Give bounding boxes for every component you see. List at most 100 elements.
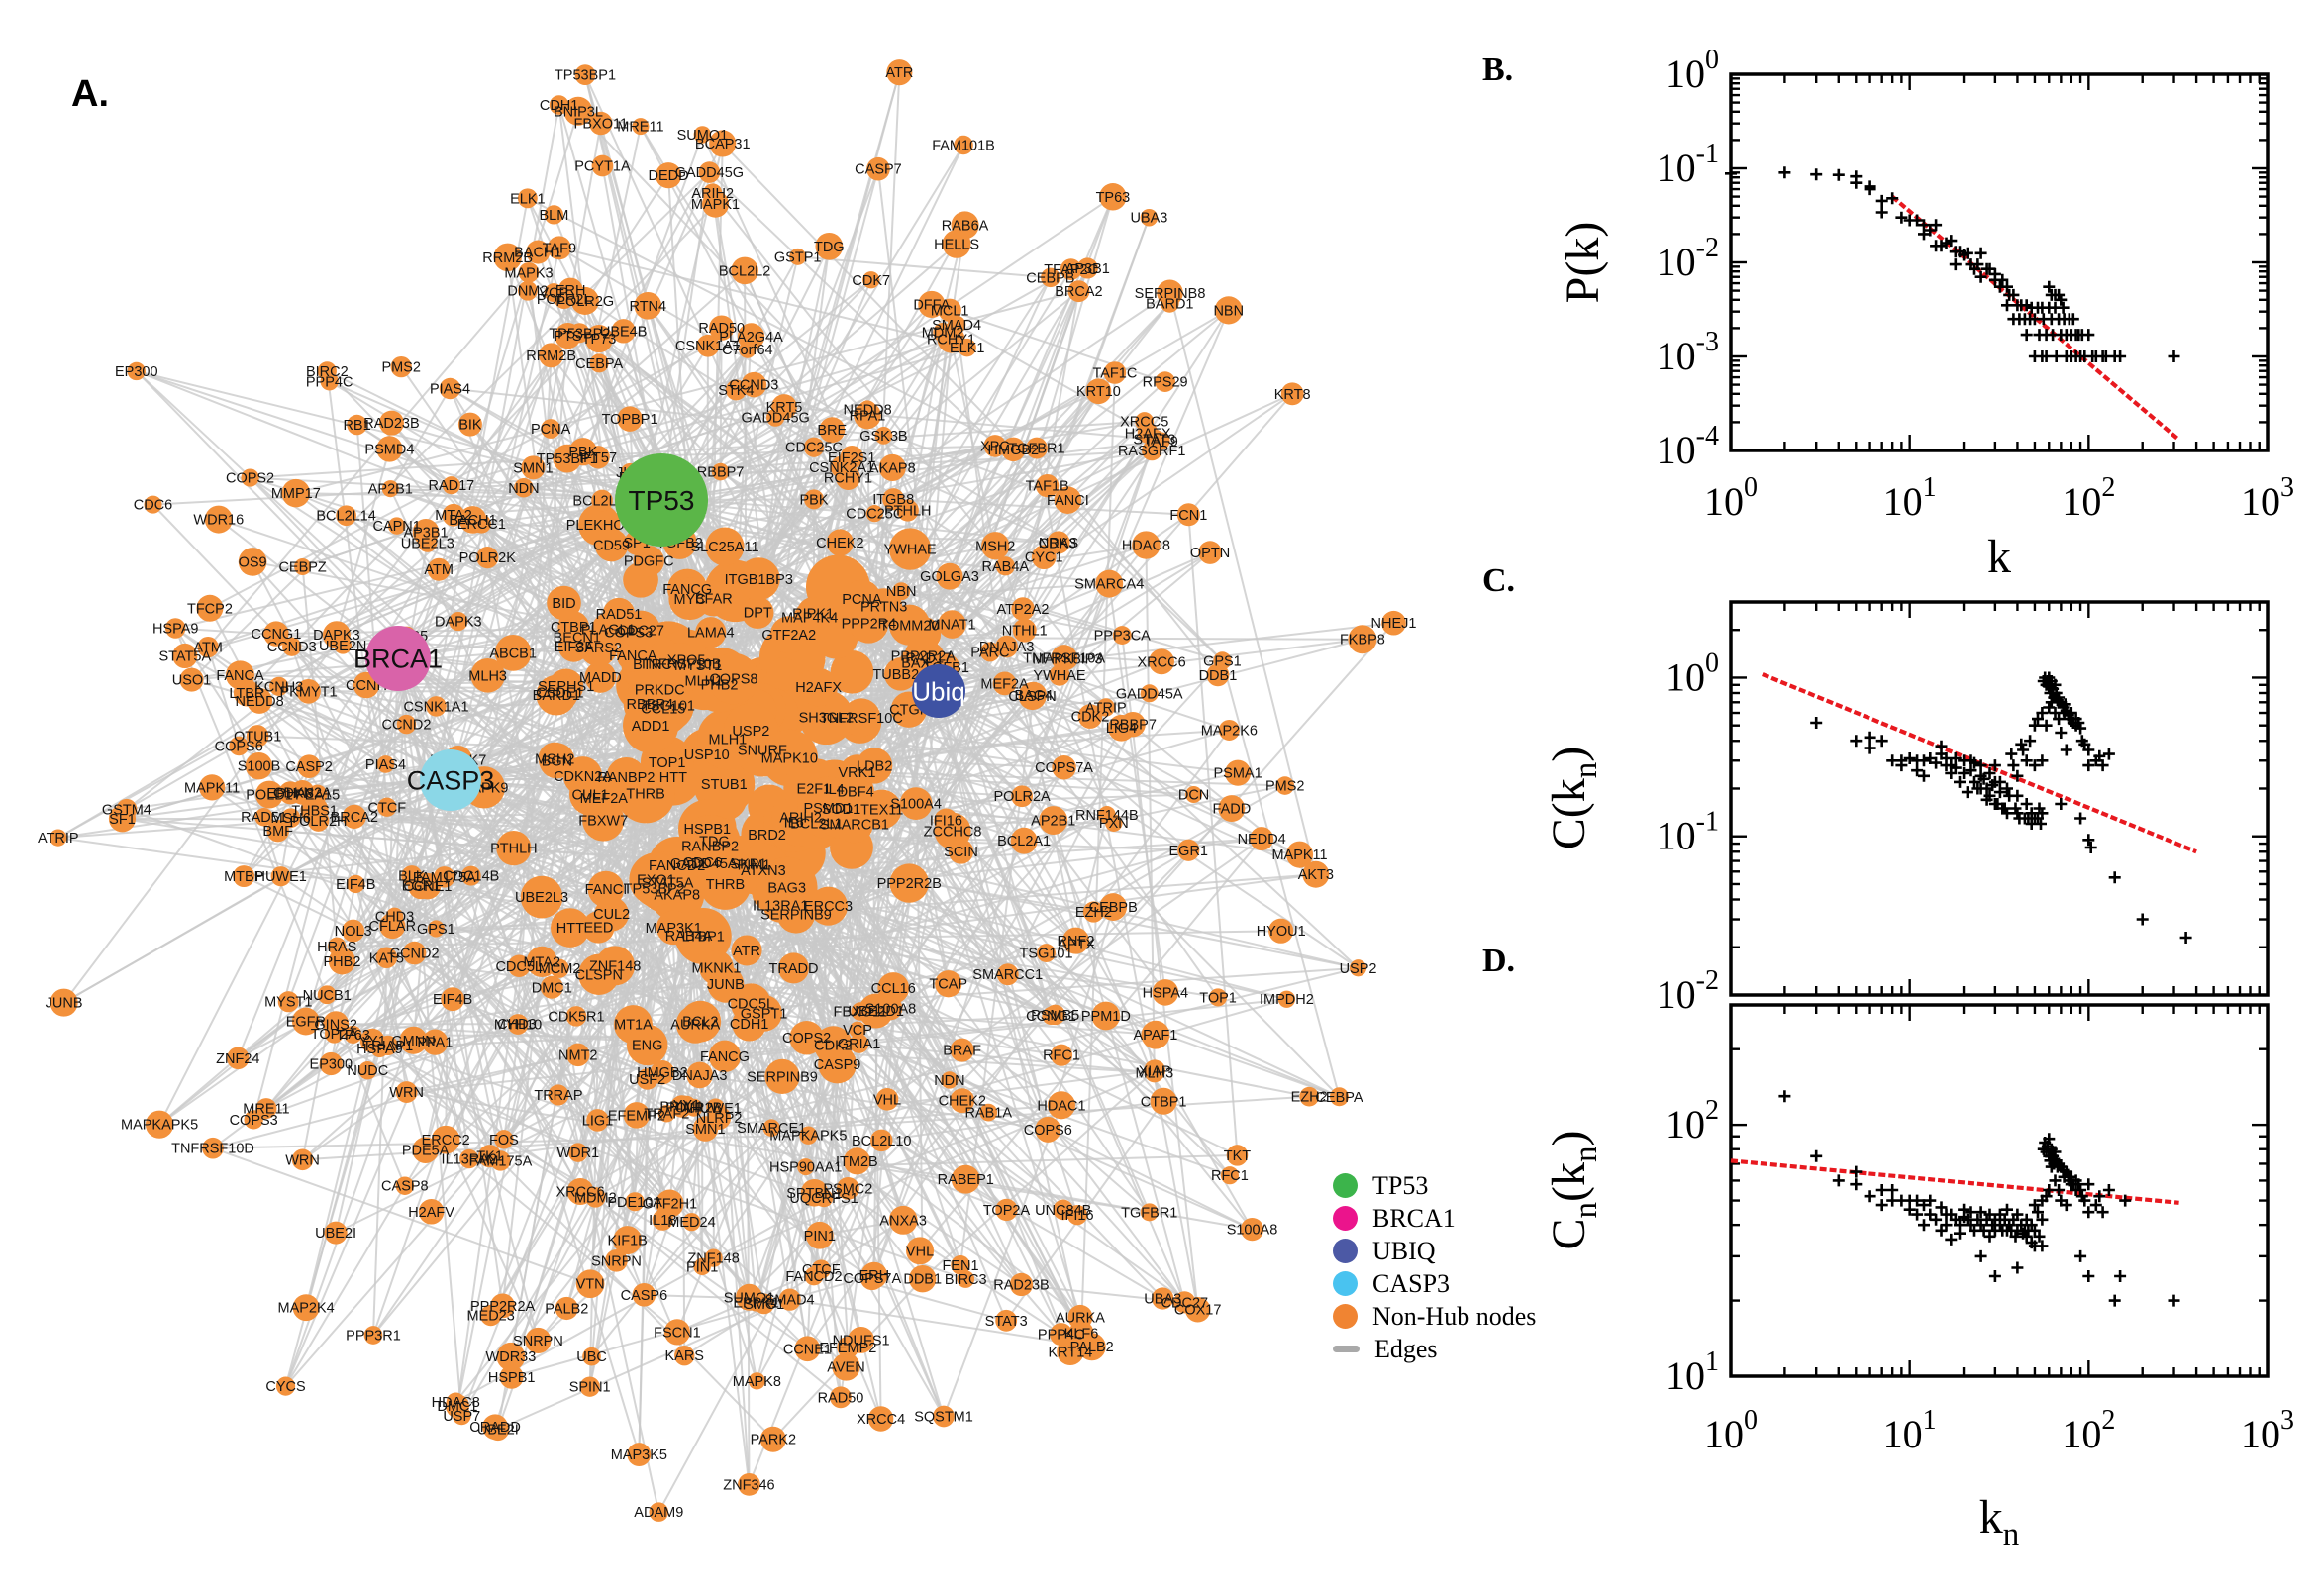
gene-label: WRN xyxy=(285,1152,320,1168)
network-node xyxy=(1012,618,1037,643)
network-node xyxy=(457,412,482,437)
network-node xyxy=(266,820,289,843)
gene-label: RASGRF1 xyxy=(1118,444,1186,459)
network-node xyxy=(731,256,758,285)
network-node xyxy=(1132,531,1161,559)
gene-label: COPS2 xyxy=(226,471,274,487)
gene-label: PPP2R4 xyxy=(842,617,897,633)
network-node xyxy=(698,161,721,183)
network-node xyxy=(1218,795,1246,823)
gene-label: ATRIP xyxy=(1085,700,1127,716)
gene-label: RBBP7 xyxy=(697,465,745,481)
network-node xyxy=(197,636,219,658)
gene-label: XIAP xyxy=(1139,1063,1171,1079)
gene-label: GSTP1 xyxy=(774,249,822,265)
gene-label: EIF3F xyxy=(555,640,594,655)
gene-label: ELK1 xyxy=(950,341,984,356)
gene-label: TSG101 xyxy=(1020,947,1073,962)
gene-label: GADD45A xyxy=(670,856,738,872)
gene-label: RFC1 xyxy=(1043,1048,1080,1064)
gene-label: PPP4C xyxy=(1038,1328,1085,1344)
gene-label: AP2B1 xyxy=(368,482,413,498)
network-node xyxy=(684,1098,703,1117)
network-node xyxy=(957,1270,975,1288)
network-node xyxy=(493,243,522,272)
data-points xyxy=(1810,671,2192,944)
network-node xyxy=(889,863,929,903)
x-tick-label: 100 xyxy=(1704,1405,1758,1456)
network-node xyxy=(693,1257,711,1276)
gene-label: ERCC1 xyxy=(457,517,506,533)
network-node xyxy=(347,874,365,894)
network-node xyxy=(108,805,137,833)
gene-label: IL13RA1 xyxy=(753,898,808,914)
gene-label: NBN xyxy=(1213,303,1244,319)
gene-label: HSPA4 xyxy=(1143,985,1188,1001)
gene-label: PRIM1 xyxy=(659,1099,703,1115)
x-tick-label: 100 xyxy=(1704,472,1758,524)
network-node xyxy=(778,1288,801,1311)
gene-label: COPS6 xyxy=(1024,1123,1072,1139)
gene-label: COPS3 xyxy=(604,626,653,642)
gene-label: DCN xyxy=(1178,788,1209,804)
network-node xyxy=(1042,1006,1060,1026)
gene-label: NUCB1 xyxy=(303,988,352,1004)
gene-label: TFCP2 xyxy=(187,601,233,617)
network-node xyxy=(589,111,613,136)
gene-label: BLK xyxy=(398,869,426,885)
network-node xyxy=(1280,382,1304,406)
network-node xyxy=(1268,918,1294,944)
gene-label: FANCA xyxy=(609,648,657,664)
gene-label: AP3B1 xyxy=(403,525,448,541)
network-node xyxy=(277,991,299,1013)
gene-label: CCNE1 xyxy=(403,879,452,895)
legend-label: BRCA1 xyxy=(1372,1203,1456,1233)
network-node xyxy=(979,1103,998,1122)
gene-label: BARD1 xyxy=(533,688,580,704)
network-node xyxy=(1349,959,1367,977)
network-node xyxy=(1067,280,1090,303)
gene-label: CHD3 xyxy=(497,1017,536,1033)
gene-label: IL13RA2 xyxy=(442,1152,497,1168)
network-node xyxy=(951,1255,970,1275)
network-node xyxy=(655,162,682,189)
gene-label: ELK1 xyxy=(510,191,545,207)
gene-label: HMGB2 xyxy=(988,443,1040,458)
gene-label: LAMA4 xyxy=(687,626,735,642)
gene-label: PIAS4 xyxy=(430,381,470,397)
gene-label: SMARCB1 xyxy=(820,818,889,834)
gene-label: S100B xyxy=(238,759,281,775)
gene-label: NDUFS1 xyxy=(833,1333,890,1348)
network-node xyxy=(709,130,737,157)
network-node xyxy=(1140,208,1159,227)
gene-label: PMS2 xyxy=(381,360,421,376)
gene-label: MEF2A xyxy=(580,791,629,807)
gene-label: PMS2 xyxy=(1265,779,1305,795)
gene-label: FANCD2 xyxy=(649,858,705,874)
network-node xyxy=(280,808,301,829)
network-node xyxy=(358,1061,377,1080)
gene-label: PRKDC xyxy=(635,683,685,699)
gene-label: BRD2 xyxy=(748,828,786,844)
gene-label: CCNE1 xyxy=(783,1342,832,1357)
network-node xyxy=(1135,412,1155,432)
network-node xyxy=(1031,545,1057,570)
gene-label: RAD23B xyxy=(993,1277,1049,1293)
network-node xyxy=(414,872,442,900)
gene-label: S100A4 xyxy=(890,797,942,813)
y-axis-label: Cn(kn) xyxy=(1543,1131,1604,1250)
network-node xyxy=(1011,597,1035,621)
network-node xyxy=(748,1372,765,1390)
network-node xyxy=(291,1007,320,1036)
gene-label: USP7 xyxy=(443,1409,480,1425)
network-node xyxy=(539,343,564,368)
network-node xyxy=(296,678,321,704)
gene-label: PEA15 xyxy=(295,787,340,803)
gene-label: TGFBR1 xyxy=(1008,442,1064,457)
gene-label: VCP xyxy=(539,286,568,302)
gene-label: CEBPB xyxy=(1026,270,1074,286)
gene-label: BAG3 xyxy=(767,881,806,897)
gene-label: CEBPZ xyxy=(278,559,326,575)
network-node xyxy=(1052,755,1076,780)
gene-label: DMC1 xyxy=(532,980,572,996)
